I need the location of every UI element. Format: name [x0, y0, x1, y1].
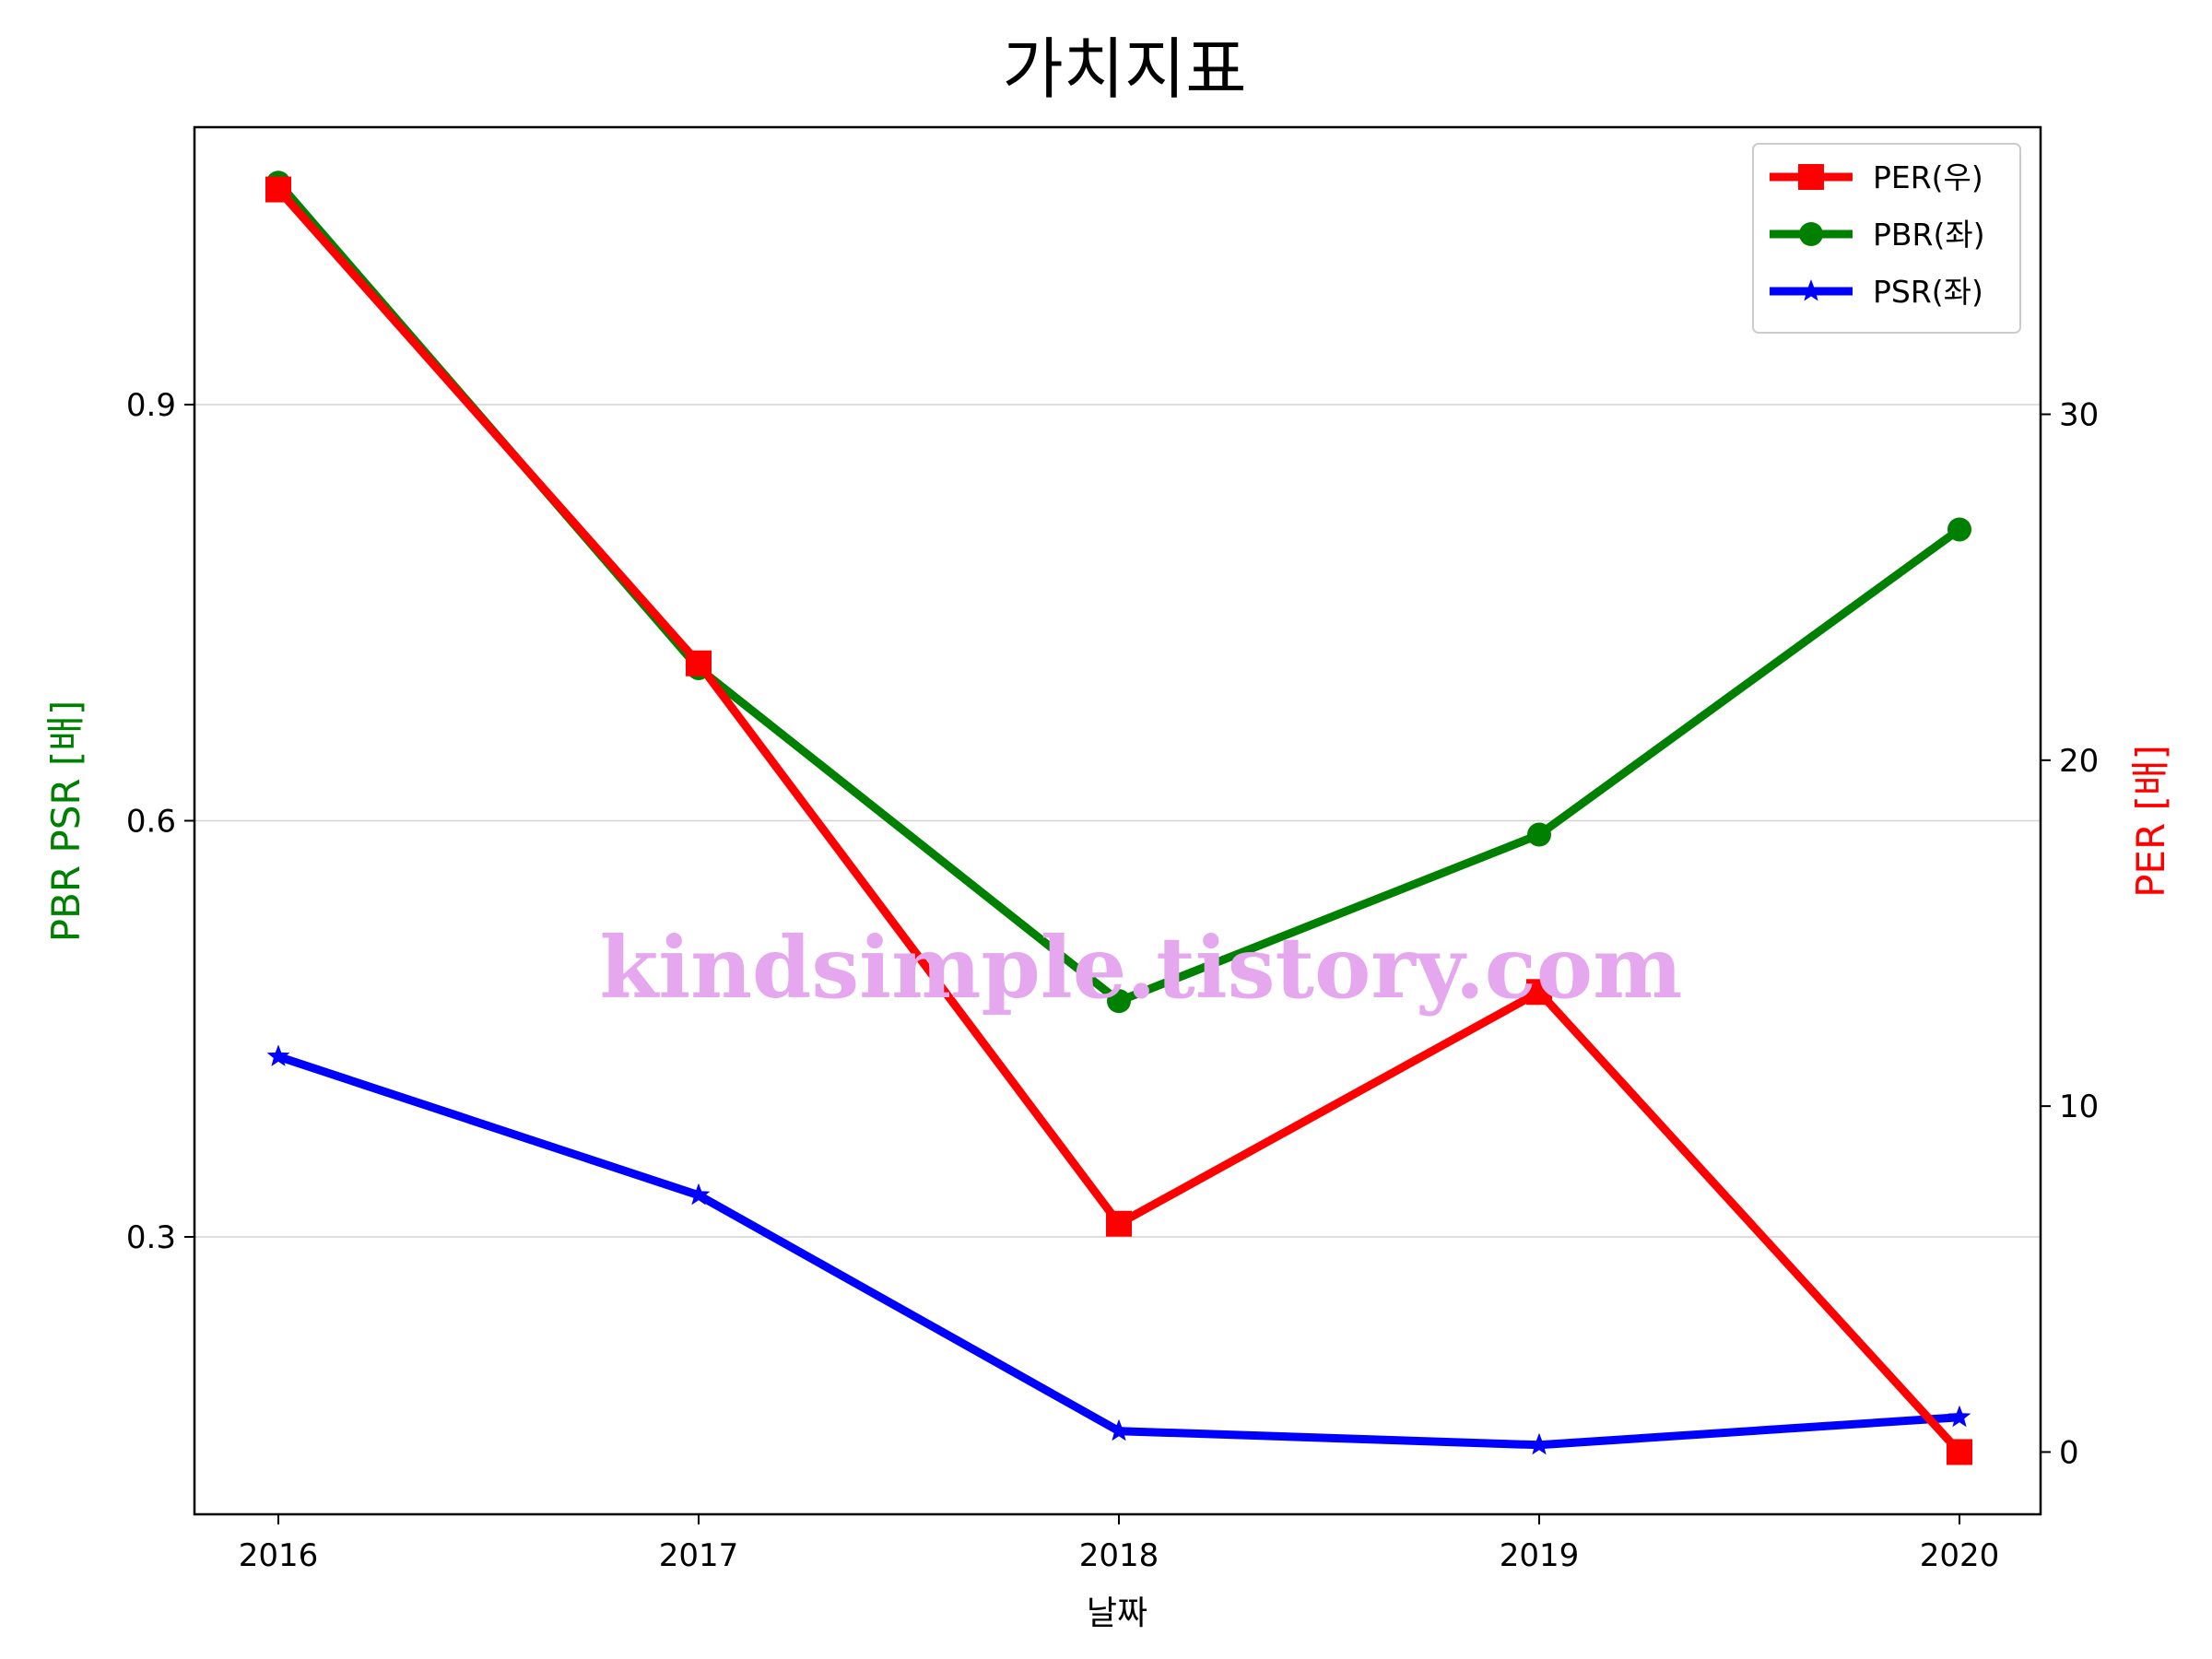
x-axis: 2016 2017 2018 2019 2020: [239, 1514, 2000, 1574]
left-y-axis-label: PBR PSR [배]: [43, 700, 88, 943]
data-point-per: [1526, 979, 1552, 1006]
x-axis-label: 날짜: [1087, 1594, 1147, 1632]
legend-label-pbr: PBR(좌): [1873, 217, 1985, 253]
legend-marker-per: [1798, 164, 1824, 190]
left-y-axis: 0.3 0.6 0.9: [126, 387, 194, 1256]
legend-marker-pbr: [1799, 222, 1823, 246]
data-point-psr: [1107, 1418, 1131, 1441]
right-y-axis-label: PER [배]: [2128, 745, 2173, 898]
legend: PER(우) PBR(좌) PSR(좌): [1752, 143, 2021, 334]
data-point-psr: [1527, 1432, 1551, 1455]
data-point-per: [686, 650, 712, 677]
left-tick-label: 0.9: [126, 387, 176, 424]
left-tick-label: 0.6: [126, 804, 176, 841]
right-tick-label: 0: [2059, 1434, 2079, 1471]
x-tick-label: 2018: [1079, 1537, 1159, 1574]
data-point-psr: [687, 1182, 711, 1206]
data-point-pbr: [1947, 517, 1971, 542]
grid-lines: [194, 404, 2041, 1238]
data-point-per: [265, 176, 291, 203]
data-point-per: [1947, 1439, 1972, 1465]
right-tick-label: 30: [2059, 397, 2099, 434]
legend-marker-psr: [1799, 279, 1823, 301]
watermark-text: kindsimple.tistory.com: [599, 918, 1682, 1018]
data-point-per: [1106, 1210, 1132, 1237]
chart-title: 가치지표: [1003, 30, 1247, 108]
data-point-psr: [266, 1044, 290, 1066]
legend-label-per: PER(우): [1873, 159, 1983, 195]
data-point-psr: [1947, 1405, 1971, 1428]
data-point-pbr: [1527, 822, 1551, 847]
legend-label-psr: PSR(좌): [1873, 274, 1983, 310]
x-tick-label: 2019: [1500, 1537, 1580, 1574]
series-layer: [265, 171, 1972, 1465]
legend-box: [1752, 143, 2021, 334]
x-tick-label: 2017: [659, 1537, 739, 1574]
right-tick-label: 10: [2059, 1088, 2099, 1125]
right-y-axis: 0 10 20 30: [2041, 397, 2099, 1471]
left-tick-label: 0.3: [126, 1219, 176, 1256]
data-point-pbr: [1107, 989, 1131, 1014]
x-tick-label: 2016: [239, 1537, 319, 1574]
x-tick-label: 2020: [1920, 1537, 2000, 1574]
right-tick-label: 20: [2059, 743, 2099, 780]
